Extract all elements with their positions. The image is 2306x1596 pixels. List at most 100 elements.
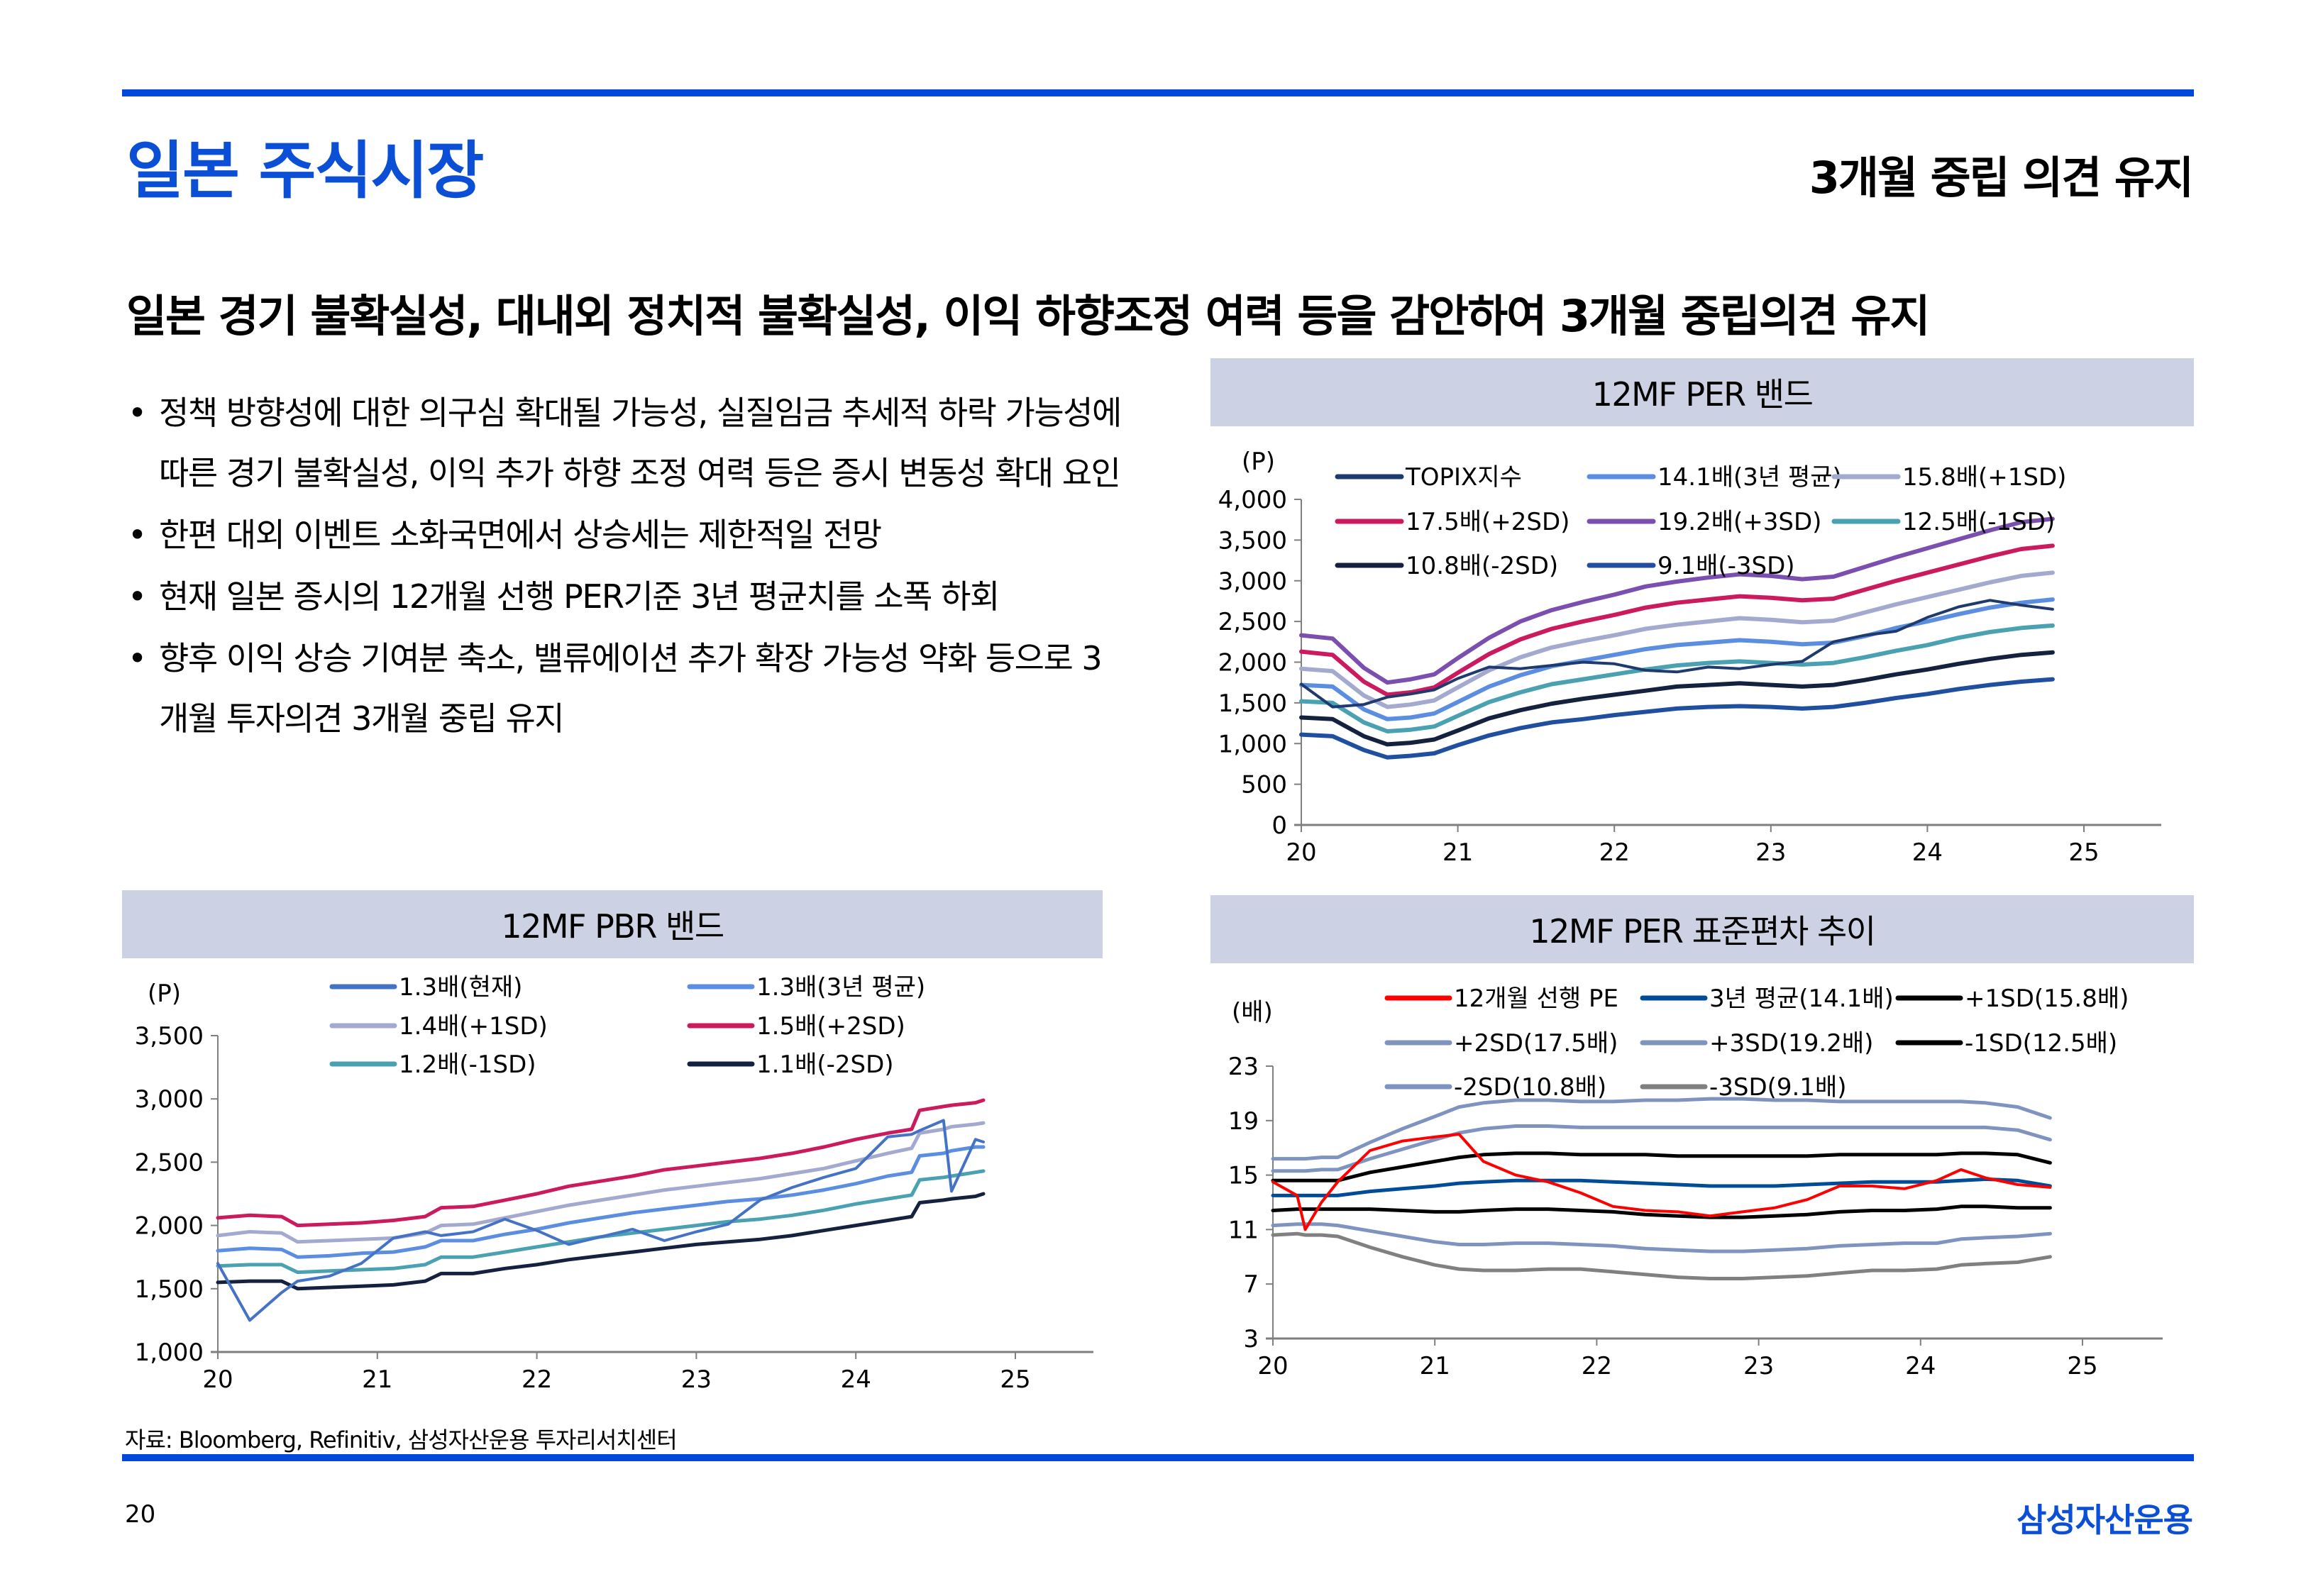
series-line-4 <box>1299 516 2055 685</box>
series-line-0 <box>216 1119 985 1322</box>
y-tick-label: 500 <box>1241 771 1287 799</box>
source-note: 자료: Bloomberg, Refinitiv, 삼성자산운용 투자리서치센터 <box>125 1426 678 1453</box>
legend-label: 1.5배(+2SD) <box>756 1012 905 1041</box>
series-line-6 <box>1299 650 2055 747</box>
series-line-7 <box>1299 677 2055 760</box>
x-tick-label: 24 <box>1905 1352 1936 1380</box>
legend-label: 12.5배(-1SD) <box>1902 508 2055 536</box>
series-line-3 <box>1299 543 2055 697</box>
series-line-1 <box>216 1145 986 1259</box>
y-tick-label: 15 <box>1228 1162 1259 1190</box>
bullet-item: • 현재 일본 증시의 12개월 선행 PER기준 3년 평균치를 소폭 하회 <box>128 567 1121 627</box>
x-tick-label: 24 <box>1912 838 1943 867</box>
x-tick-label: 25 <box>1000 1365 1030 1394</box>
y-tick-label: 3,000 <box>135 1085 204 1114</box>
top-divider <box>122 89 2194 96</box>
series-line-2 <box>1299 570 2055 709</box>
x-tick-label: 25 <box>2068 838 2099 867</box>
legend-label: -2SD(10.8배) <box>1454 1073 1606 1102</box>
per_sd-chart: (배) 3 7 11 15 19 23 20 21 22 23 24 25 12개월 선행 PE 3년 평균… <box>1228 985 2163 1380</box>
y-tick-label: 19 <box>1228 1107 1259 1136</box>
bullet-dot: • <box>128 639 147 677</box>
legend-label: 1.1배(-2SD) <box>756 1051 894 1079</box>
legend-label: 19.2배(+3SD) <box>1657 508 1821 536</box>
x-tick-label: 23 <box>1755 838 1786 867</box>
series-line-4 <box>1271 1097 2052 1161</box>
per-band-title: 12MF PER 밴드 <box>1210 358 2194 426</box>
page-subtitle: 3개월 중립 의견 유지 <box>1809 152 2194 204</box>
legend-label: 1.3배(3년 평균) <box>756 973 925 1002</box>
y-tick-label: 0 <box>1271 811 1287 840</box>
page-number: 20 <box>125 1500 156 1529</box>
y-tick-label: 3,000 <box>1218 567 1287 596</box>
y-tick-label: 1,500 <box>135 1275 204 1304</box>
series-line-0 <box>1271 1133 2052 1231</box>
series-line-5 <box>1271 1204 2052 1219</box>
bullet-list: • 정책 방향성에 대한 의구심 확대될 가능성, 실질임금 추세적 하락 가능… <box>128 383 1122 749</box>
series-line-1 <box>1299 597 2055 721</box>
bullet-item: • 정책 방향성에 대한 의구심 확대될 가능성, 실질임금 추세적 하락 가능… <box>128 383 1122 504</box>
y-tick-label: 4,000 <box>1218 486 1287 514</box>
series-line-1 <box>1271 1177 2052 1197</box>
x-tick-label: 21 <box>1420 1352 1450 1380</box>
pbr_band-chart: (P) 1,000 1,500 2,000 2,500 3,000 3,500 20 21 22 2… <box>135 973 1093 1394</box>
x-tick-label: 24 <box>841 1365 871 1394</box>
legend-label: 9.1배(-3SD) <box>1657 552 1795 580</box>
x-tick-label: 20 <box>1257 1352 1288 1380</box>
bullet-text: 한편 대외 이벤트 소화국면에서 상승세는 제한적일 전망 <box>159 516 882 554</box>
legend-label: 12개월 선행 PE <box>1454 985 1618 1013</box>
bullet-text: 현재 일본 증시의 12개월 선행 PER기준 3년 평균치를 소폭 하회 <box>159 577 1000 616</box>
x-tick-label: 23 <box>1743 1352 1774 1380</box>
per_band-chart: (P) 0 500 1,000 1,500 2,000 2,500 3,000 3,500 4,0… <box>1218 448 2161 867</box>
bullet-dot: • <box>128 394 147 432</box>
x-tick-label: 22 <box>1599 838 1630 867</box>
y-tick-label: 23 <box>1228 1053 1259 1081</box>
y-axis-label: (배) <box>1232 998 1273 1026</box>
y-tick-label: 1,000 <box>135 1339 204 1367</box>
series-line-2 <box>216 1121 986 1244</box>
headline: 일본 경기 불확실성, 대내외 정치적 불확실성, 이익 하향조정 여력 등을 … <box>126 290 1930 342</box>
bullet-item: • 향후 이익 상승 기여분 축소, 밸류에이션 추가 확장 가능성 약화 등으… <box>128 628 1121 749</box>
y-tick-label: 11 <box>1228 1216 1259 1244</box>
x-tick-label: 25 <box>2067 1352 2097 1380</box>
y-tick-label: 2,500 <box>1218 608 1287 636</box>
bottom-divider <box>122 1454 2194 1461</box>
series-line-4 <box>216 1169 986 1275</box>
y-tick-label: 3,500 <box>135 1022 204 1051</box>
page-title: 일본 주식시장 <box>126 134 484 207</box>
legend-label: +1SD(15.8배) <box>1965 985 2129 1013</box>
series-line-5 <box>216 1192 986 1291</box>
bullet-dot: • <box>128 516 147 554</box>
legend-label: +3SD(19.2배) <box>1709 1029 1873 1058</box>
legend-label: 14.1배(3년 평균) <box>1657 463 1842 492</box>
series-line-6 <box>1271 1222 2052 1253</box>
series-line-0 <box>1300 599 2054 709</box>
legend-label: -3SD(9.1배) <box>1709 1073 1847 1102</box>
x-tick-label: 22 <box>522 1365 552 1394</box>
legend-label: 1.2배(-1SD) <box>399 1051 536 1079</box>
series-line-3 <box>1271 1124 2052 1173</box>
legend-label: 10.8배(-2SD) <box>1406 552 1558 580</box>
legend-label: TOPIX지수 <box>1405 463 1522 492</box>
series-line-2 <box>1271 1151 2052 1182</box>
y-axis-label: (P) <box>1242 448 1275 476</box>
series-line-7 <box>1271 1231 2052 1280</box>
legend-label: 17.5배(+2SD) <box>1406 508 1569 536</box>
legend-label: -1SD(12.5배) <box>1965 1029 2117 1058</box>
bullet-text: 향후 이익 상승 기여분 축소, 밸류에이션 추가 확장 가능성 약화 등으로 … <box>159 639 1103 738</box>
series-line-5 <box>1299 623 2055 733</box>
x-tick-label: 20 <box>202 1365 233 1394</box>
brand-logo: 삼성자산운용 <box>2017 1501 2193 1539</box>
series-line-3 <box>216 1098 986 1228</box>
legend-label: 3년 평균(14.1배) <box>1709 985 1894 1013</box>
per-sd-title: 12MF PER 표준편차 추이 <box>1210 895 2194 963</box>
x-tick-label: 21 <box>362 1365 392 1394</box>
pbr-band-title: 12MF PBR 밴드 <box>122 890 1103 958</box>
x-tick-label: 23 <box>681 1365 712 1394</box>
legend-label: +2SD(17.5배) <box>1454 1029 1618 1058</box>
bullet-text: 정책 방향성에 대한 의구심 확대될 가능성, 실질임금 추세적 하락 가능성에… <box>159 394 1122 492</box>
legend-label: 15.8배(+1SD) <box>1902 463 2066 492</box>
y-tick-label: 3 <box>1243 1325 1259 1353</box>
x-tick-label: 20 <box>1286 838 1316 867</box>
